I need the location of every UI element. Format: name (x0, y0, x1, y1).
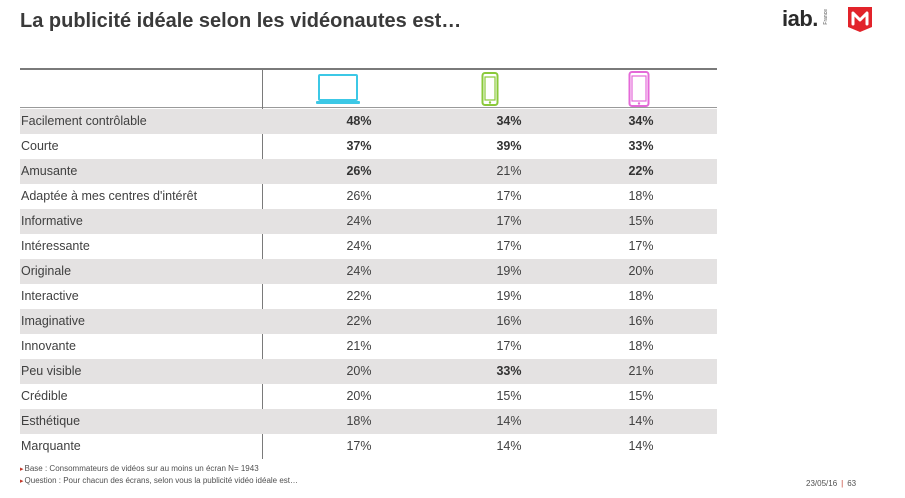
laptop-value: 48% (346, 114, 372, 128)
laptop-value: 21% (346, 339, 372, 353)
laptop-value: 26% (346, 164, 372, 178)
header-divider (20, 107, 717, 108)
laptop-value: 37% (346, 139, 372, 153)
laptop-value: 20% (346, 389, 372, 403)
row-label: Intéressante (21, 239, 90, 253)
laptop-value: 24% (346, 239, 372, 253)
table-row: Facilement contrôlable 48% 34% 34% (20, 109, 717, 134)
laptop-value: 24% (346, 214, 372, 228)
smartphone-icon (481, 72, 499, 106)
table-row: Adaptée à mes centres d'intérêt 26% 17% 18% (20, 184, 717, 209)
table-row: Imaginative 22% 16% 16% (20, 309, 717, 334)
laptop-value: 26% (346, 189, 372, 203)
tablet-value: 21% (628, 364, 654, 378)
footnote-base: ▸Base : Consommateurs de vidéos sur au m… (20, 464, 259, 473)
laptop-value: 20% (346, 364, 372, 378)
tablet-value: 17% (628, 239, 654, 253)
row-label: Crédible (21, 389, 68, 403)
row-label: Interactive (21, 289, 79, 303)
smartphone-value: 15% (496, 389, 522, 403)
row-label: Amusante (21, 164, 78, 178)
row-label: Innovante (21, 339, 76, 353)
iab-logo-dot: . (812, 6, 818, 31)
tablet-icon (628, 71, 650, 107)
smartphone-value: 33% (496, 364, 522, 378)
table-header (20, 70, 717, 108)
row-label: Courte (21, 139, 59, 153)
table-row: Amusante 26% 21% 22% (20, 159, 717, 184)
smartphone-value: 17% (496, 214, 522, 228)
table-row: Esthétique 18% 14% 14% (20, 409, 717, 434)
table-body: Facilement contrôlable 48% 34% 34% Courte 37%… (20, 109, 717, 459)
table-row: Innovante 21% 17% 18% (20, 334, 717, 359)
table-row: Originale 24% 19% 20% (20, 259, 717, 284)
row-label: Esthétique (21, 414, 81, 428)
smartphone-value: 17% (496, 239, 522, 253)
footnote-question: ▸Question : Pour chacun des écrans, selo… (20, 476, 298, 485)
iab-logo-country: France (823, 9, 829, 25)
smartphone-value: 19% (496, 264, 522, 278)
iab-logo-text: iab (782, 6, 813, 31)
table-row: Marquante 17% 14% 14% (20, 434, 717, 459)
row-label: Marquante (21, 439, 81, 453)
smartphone-value: 17% (496, 339, 522, 353)
smartphone-value: 19% (496, 289, 522, 303)
page-number: 63 (847, 479, 857, 488)
table-row: Crédible 20% 15% 15% (20, 384, 717, 409)
row-label: Adaptée à mes centres d'intérêt (21, 189, 198, 203)
tablet-value: 18% (628, 339, 654, 353)
laptop-value: 22% (346, 314, 372, 328)
iab-logo: iab. France (782, 6, 829, 32)
tablet-value: 15% (628, 389, 654, 403)
footnote-base-text: Base : Consommateurs de vidéos sur au mo… (24, 464, 259, 473)
laptop-icon (316, 74, 360, 104)
row-label: Originale (21, 264, 72, 278)
footnote-question-text: Question : Pour chacun des écrans, selon… (24, 476, 299, 485)
table-row: Interactive 22% 19% 18% (20, 284, 717, 309)
page-separator: | (841, 479, 844, 488)
tablet-value: 20% (628, 264, 654, 278)
row-label: Facilement contrôlable (21, 114, 147, 128)
tablet-value: 34% (628, 114, 654, 128)
smartphone-value: 16% (496, 314, 522, 328)
smartphone-value: 21% (496, 164, 522, 178)
smartphone-value: 17% (496, 189, 522, 203)
tablet-value: 14% (628, 439, 654, 453)
tablet-value: 22% (628, 164, 654, 178)
page-title: La publicité idéale selon les vidéonaute… (20, 10, 462, 32)
tablet-value: 16% (628, 314, 654, 328)
laptop-value: 24% (346, 264, 372, 278)
row-label: Peu visible (21, 364, 82, 378)
mediametrie-logo-icon (848, 7, 872, 32)
row-label: Informative (21, 214, 83, 228)
smartphone-value: 14% (496, 439, 522, 453)
page-date: 23/05/16 (806, 479, 838, 488)
footnote-arrow-icon: ▸ (20, 466, 24, 473)
laptop-value: 17% (346, 439, 372, 453)
tablet-value: 33% (628, 139, 654, 153)
tablet-value: 18% (628, 189, 654, 203)
tablet-value: 14% (628, 414, 654, 428)
tablet-value: 18% (628, 289, 654, 303)
page-info: 23/05/16 | 63 (806, 479, 856, 488)
laptop-value: 18% (346, 414, 372, 428)
table-top-border (20, 68, 717, 70)
table-row: Intéressante 24% 17% 17% (20, 234, 717, 259)
table-row: Informative 24% 17% 15% (20, 209, 717, 234)
smartphone-value: 14% (496, 414, 522, 428)
footnote-arrow-icon: ▸ (20, 478, 24, 485)
tablet-value: 15% (628, 214, 654, 228)
row-label: Imaginative (21, 314, 85, 328)
table-row: Peu visible 20% 33% 21% (20, 359, 717, 384)
smartphone-value: 39% (496, 139, 522, 153)
laptop-value: 22% (346, 289, 372, 303)
smartphone-value: 34% (496, 114, 522, 128)
table-row: Courte 37% 39% 33% (20, 134, 717, 159)
